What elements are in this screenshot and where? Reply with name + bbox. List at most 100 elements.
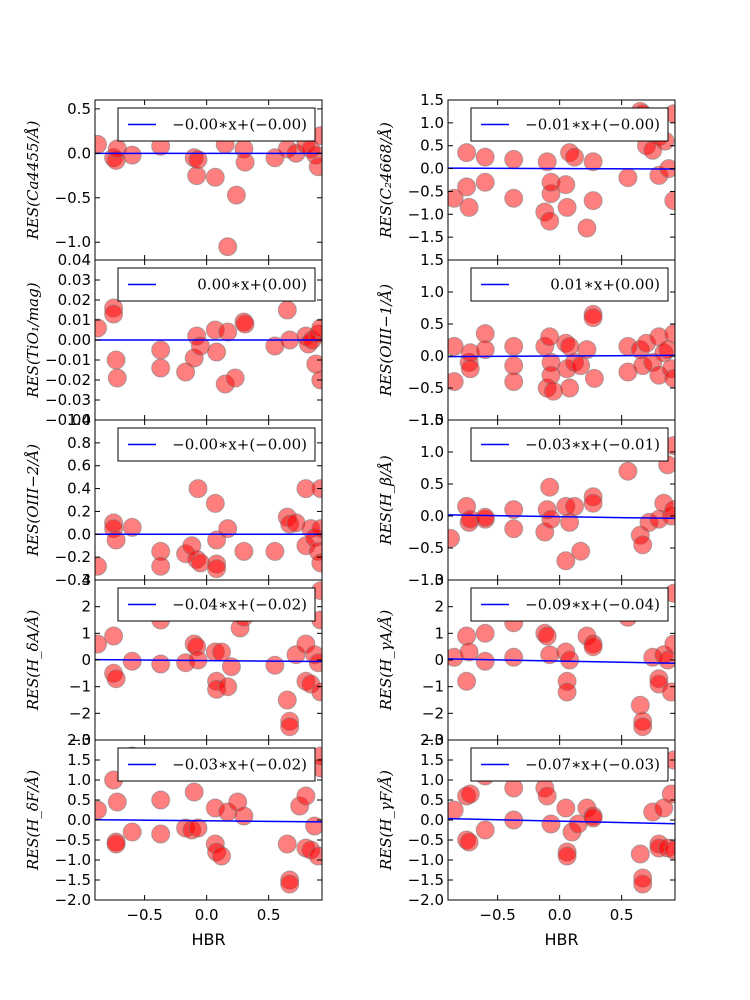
x-axis-label: HBR [191, 930, 225, 949]
data-point [122, 517, 142, 537]
data-point [218, 237, 238, 257]
y-tick-label: 0.0 [420, 507, 444, 525]
subplot-10: 2.0 1.5 1.0 0.5 0.0 −0.5 −1.0 −1.5 −2.0 −0.5 0.0 0.… [377, 731, 676, 949]
y-tick-label: 0.5 [420, 137, 444, 155]
y-tick-label: 2 [81, 598, 91, 616]
y-axis-label: RES(H_γA/Å) [377, 610, 395, 712]
data-point [277, 834, 297, 854]
y-tick-label: −0.5 [408, 539, 444, 557]
y-tick-label: −2 [422, 704, 444, 722]
y-axis-label: RES(C₂4668/Å) [377, 122, 395, 239]
y-tick-label: 1.5 [420, 751, 444, 769]
y-tick-label: 3 [81, 571, 91, 589]
y-tick-label: 1 [81, 624, 91, 642]
y-axis-label: RES(H_γF/Å) [377, 770, 395, 871]
data-point [459, 642, 479, 662]
y-axis-label: RES(H_δA/Å) [24, 610, 42, 712]
y-tick-label: −0.2 [55, 548, 91, 566]
y-tick-label: −0.5 [408, 831, 444, 849]
data-point [457, 671, 477, 691]
y-tick-label: 0.02 [58, 291, 91, 309]
data-point [460, 784, 480, 804]
data-point [571, 541, 591, 561]
data-point [504, 778, 524, 798]
data-point [190, 553, 210, 573]
data-point [583, 808, 603, 828]
data-point [448, 336, 464, 356]
legend-label: −0.07∗x+(−0.03) [525, 756, 660, 774]
legend-label: −0.03∗x+(−0.02) [172, 756, 307, 774]
y-tick-label: −1.0 [408, 851, 444, 869]
data-point [618, 168, 638, 188]
data-point [151, 340, 171, 360]
data-point [184, 782, 204, 802]
data-point [122, 651, 142, 671]
subplot-6: 1.5 1.0 0.5 0.0 −0.5 −1.0 RES(H_β/Å) −0.03∗x+(−… [377, 411, 676, 589]
data-point [583, 191, 603, 211]
y-tick-label: 0 [434, 651, 444, 669]
y-tick-label: 0.2 [67, 502, 91, 520]
y-tick-label: 0.00 [58, 331, 91, 349]
data-point [207, 530, 227, 550]
data-point [218, 677, 238, 697]
y-tick-label: 0.0 [420, 811, 444, 829]
x-tick-label: 0.5 [610, 906, 634, 924]
data-point [475, 147, 495, 167]
data-point [661, 784, 675, 804]
y-tick-label: 0.5 [67, 791, 91, 809]
data-point [475, 340, 495, 360]
y-tick-label: −0.02 [45, 371, 91, 389]
data-point [571, 356, 591, 376]
subplot-9: 2.0 1.5 1.0 0.5 0.0 −0.5 −1.0 −1.5 −2.0 −0.5 0.0 0.… [24, 731, 323, 949]
x-tick-label: −0.5 [479, 906, 515, 924]
data-point [475, 324, 495, 344]
data-point [176, 362, 196, 382]
plot-area [95, 479, 322, 579]
data-point [541, 509, 561, 529]
data-point [277, 690, 297, 710]
y-tick-label: 1.5 [420, 251, 444, 269]
legend-label: −0.04∗x+(−0.02) [172, 596, 307, 614]
y-tick-label: 0.0 [420, 347, 444, 365]
data-point [583, 493, 603, 513]
data-point [537, 152, 557, 172]
data-point [633, 717, 653, 737]
data-point [234, 806, 254, 826]
data-point [280, 717, 300, 737]
y-tick-label: −0.01 [45, 351, 91, 369]
data-point [207, 559, 227, 579]
y-tick-label: −2.0 [408, 891, 444, 909]
legend: −0.03∗x+(−0.02) [117, 747, 316, 782]
data-point [633, 535, 653, 555]
data-point [95, 318, 107, 338]
y-tick-label: 1.5 [420, 411, 444, 429]
y-tick-label: −0.04 [45, 411, 91, 429]
plot-area [448, 583, 675, 737]
data-point [151, 654, 171, 674]
fit-line [95, 658, 322, 663]
y-tick-label: −1.5 [408, 228, 444, 246]
data-point [311, 370, 322, 390]
subplot-2: 1.5 1.0 0.5 0.0 −0.5 −1.0 −1.5 RES(C₂4668/Å) −0.… [377, 91, 676, 261]
y-tick-label: 1.0 [67, 411, 91, 429]
x-tick-label: 0.0 [548, 906, 572, 924]
y-tick-label: 0.5 [420, 791, 444, 809]
data-point [457, 177, 477, 197]
y-tick-label: 1.5 [67, 751, 91, 769]
y-tick-label: −0.5 [55, 831, 91, 849]
data-point [583, 637, 603, 657]
subplot-1: 0.5 0.0 −0.5 −1.0 RES(Ca4455/Å) −0.00∗x+(−0.0… [24, 99, 323, 261]
data-point [205, 493, 225, 513]
y-tick-label: −0.5 [408, 182, 444, 200]
y-tick-label: −1 [422, 678, 444, 696]
data-point [540, 211, 560, 231]
y-tick-label: −0.5 [55, 189, 91, 207]
y-axis-label: RES(H_β/Å) [377, 455, 395, 546]
data-point [311, 519, 322, 539]
data-point [122, 822, 142, 842]
data-point [664, 324, 675, 344]
y-tick-label: −1 [69, 678, 91, 696]
data-point [541, 365, 561, 385]
